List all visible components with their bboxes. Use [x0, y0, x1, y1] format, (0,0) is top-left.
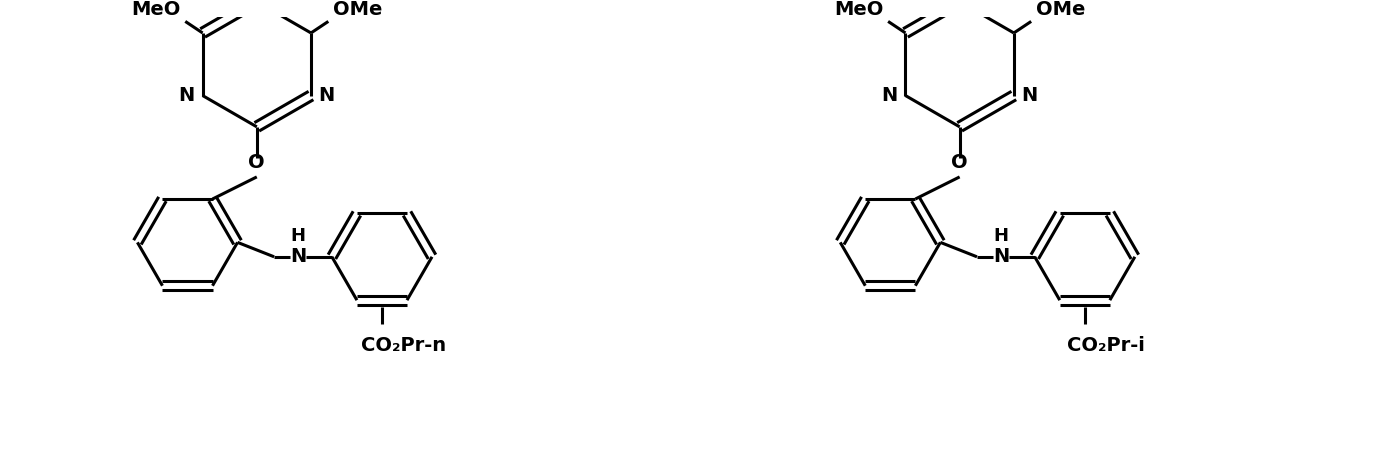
Text: OMe: OMe	[1036, 0, 1086, 19]
Text: N: N	[178, 86, 195, 105]
Text: O: O	[249, 153, 266, 172]
Text: CO₂Pr-n: CO₂Pr-n	[361, 336, 445, 355]
Text: N: N	[1022, 86, 1037, 105]
Text: N: N	[318, 86, 335, 105]
Text: H: H	[993, 227, 1008, 245]
Text: O: O	[952, 153, 968, 172]
Text: MeO: MeO	[131, 0, 180, 19]
Text: CO₂Pr-i: CO₂Pr-i	[1068, 336, 1145, 355]
Text: N: N	[993, 247, 1010, 266]
Text: MeO: MeO	[834, 0, 884, 19]
Text: H: H	[290, 227, 306, 245]
Text: N: N	[290, 247, 306, 266]
Text: N: N	[881, 86, 898, 105]
Text: OMe: OMe	[333, 0, 383, 19]
